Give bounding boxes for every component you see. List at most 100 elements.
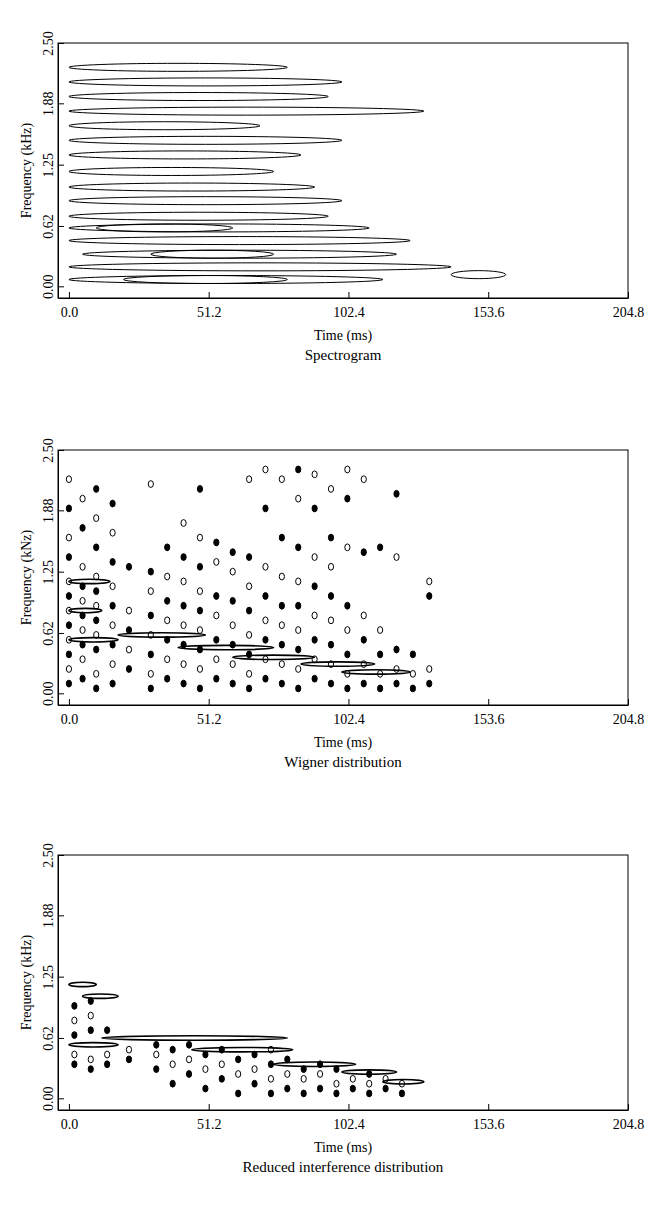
contour-spot <box>296 666 301 673</box>
x-tick: 204.8 <box>613 292 645 320</box>
contour-spot <box>72 1051 77 1058</box>
contour-spot <box>165 544 170 551</box>
contour-spot <box>263 656 268 663</box>
contour-ridge <box>69 276 383 284</box>
contour-spot <box>72 1032 77 1039</box>
contour-spot <box>394 680 399 687</box>
contour-spot <box>197 607 202 614</box>
contour-spot <box>186 1041 191 1048</box>
y-tick-label: 2.50 <box>41 843 56 868</box>
contour-spot <box>334 1066 339 1073</box>
contour-spot <box>72 1017 77 1024</box>
x-tick-label: 0.0 <box>61 1117 79 1132</box>
contour-spot <box>394 490 399 497</box>
y-tick-label: 0.62 <box>41 214 56 239</box>
y-tick-mark <box>58 1038 64 1039</box>
contour-spot <box>197 627 202 634</box>
contour-spot <box>279 661 284 668</box>
contour-ridge <box>69 224 369 232</box>
x-tick-label: 51.2 <box>197 712 222 727</box>
y-tick-label: 0.62 <box>41 621 56 646</box>
x-axis: 0.051.2102.4153.6204.8 <box>59 292 645 320</box>
contour-spot <box>88 1066 93 1073</box>
contour-spot <box>66 476 71 483</box>
y-tick: 1.88 <box>41 904 64 929</box>
contour-ridge <box>69 579 110 583</box>
y-tick-label: 0.00 <box>41 1087 56 1112</box>
contour-spot <box>94 588 99 595</box>
x-tick: 0.0 <box>61 699 79 727</box>
contour-spot <box>246 476 251 483</box>
contour-spot <box>296 544 301 551</box>
contour-ridge <box>69 982 96 986</box>
contour-spot <box>219 1075 224 1082</box>
contour-spot <box>181 578 186 585</box>
x-tick-label: 204.8 <box>613 305 645 320</box>
marks <box>69 63 506 283</box>
contour-spot <box>427 593 432 600</box>
y-tick-label: 2.50 <box>41 438 56 463</box>
x-tick-label: 102.4 <box>333 712 365 727</box>
contour-spot <box>148 651 153 658</box>
contour-spot <box>296 685 301 692</box>
contour-spot <box>170 1061 175 1068</box>
contour-spot <box>317 1061 322 1068</box>
contour-spot <box>181 641 186 648</box>
contour-spot <box>410 651 415 658</box>
contour-spot <box>94 632 99 639</box>
contour-spot <box>126 563 131 570</box>
contour-spot <box>394 646 399 653</box>
contour-spot <box>230 597 235 604</box>
x-tick-mark <box>348 699 349 705</box>
x-axis-title: Time (ms) <box>314 328 373 344</box>
contour-spot <box>105 1027 110 1034</box>
contour-spot <box>410 670 415 677</box>
y-tick-mark <box>58 510 64 511</box>
contour-ridge <box>83 250 397 258</box>
contour-ridge <box>69 167 274 175</box>
plot-frame <box>58 43 628 298</box>
x-tick-mark <box>488 292 489 298</box>
contour-spot <box>94 515 99 522</box>
contour-spot <box>165 675 170 682</box>
contour-ridge <box>69 136 342 144</box>
x-tick-mark <box>348 1104 349 1110</box>
y-tick: 0.62 <box>41 214 64 239</box>
contour-spot <box>350 1085 355 1092</box>
contour-spot <box>361 612 366 619</box>
contour-spot <box>301 1075 306 1082</box>
contour-spot <box>203 1066 208 1073</box>
contour-spot <box>279 602 284 609</box>
contour-spot <box>236 1090 241 1097</box>
y-axis: 0.000.621.251.882.50 <box>41 843 64 1111</box>
y-tick: 1.25 <box>41 965 64 990</box>
y-tick-label: 2.50 <box>41 31 56 56</box>
contour-spot <box>126 627 131 634</box>
contour-spot <box>214 656 219 663</box>
x-tick: 51.2 <box>197 699 222 727</box>
contour-spot <box>197 563 202 570</box>
contour-spot <box>296 602 301 609</box>
panel: 0.051.2102.4153.6204.80.000.621.251.882.… <box>19 843 644 1175</box>
contour-ridge <box>69 107 424 115</box>
contour-ridge <box>69 151 301 159</box>
contour-spot <box>197 666 202 673</box>
contour-spot <box>345 544 350 551</box>
contour-spot <box>279 476 284 483</box>
contour-spot <box>252 1066 257 1073</box>
figure: 0.051.2102.4153.6204.8 0.00 0.62 1.25 1.88 2.… <box>0 0 648 1221</box>
contour-spot <box>296 627 301 634</box>
contour-spot <box>126 646 131 653</box>
panel-title: Reduced interference distribution <box>243 1159 444 1175</box>
contour-ridge <box>118 633 205 637</box>
contour-spot <box>66 680 71 687</box>
contour-spot <box>268 1090 273 1097</box>
contour-ridge <box>301 662 375 666</box>
panel: 0.051.2102.4153.6204.80.000.621.251.882.… <box>19 438 644 770</box>
x-tick: 102.4 <box>333 292 365 320</box>
y-tick-mark <box>58 572 64 573</box>
y-tick-mark <box>58 43 64 44</box>
contour-spot <box>252 1051 257 1058</box>
contour-spot <box>181 520 186 527</box>
contour-spot <box>197 588 202 595</box>
